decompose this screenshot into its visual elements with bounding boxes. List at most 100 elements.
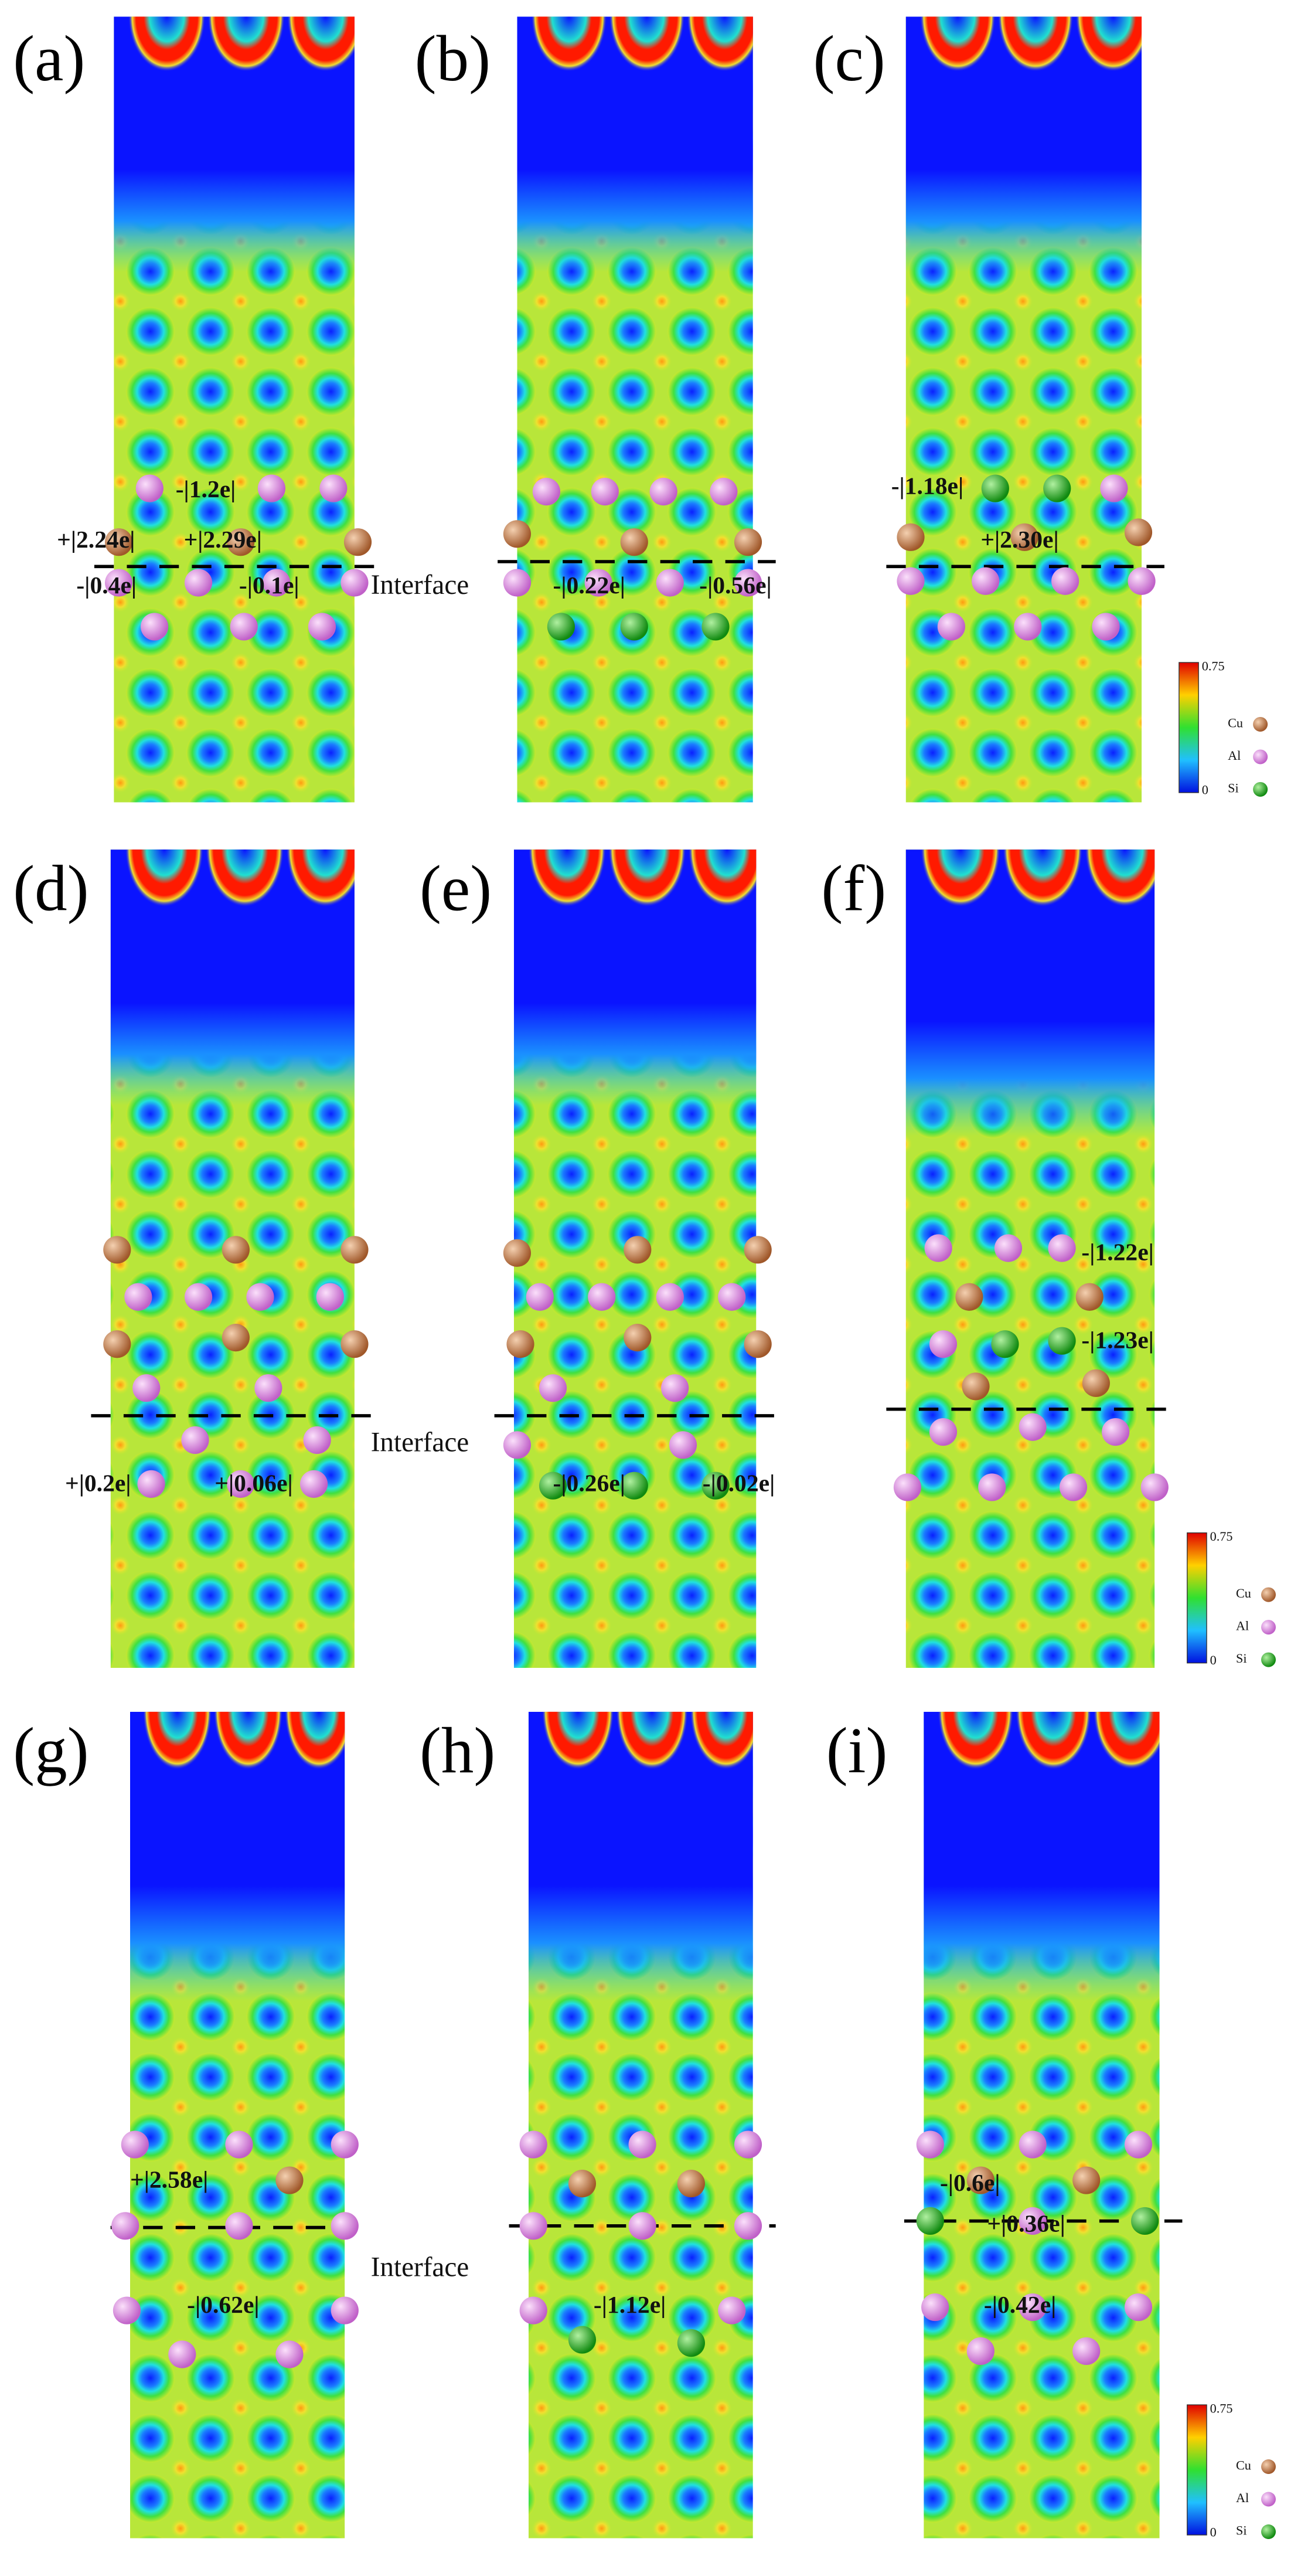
atom-al (303, 1426, 331, 1454)
charge-annotation: -|0.1e| (239, 572, 299, 599)
atom-cu (966, 2166, 995, 2194)
atom-cu (1124, 518, 1153, 546)
atom-al (734, 569, 762, 597)
atom-al (135, 474, 164, 502)
surface-density (616, 1711, 688, 1770)
atom-cu (1075, 1283, 1104, 1311)
atom-si (1131, 2207, 1159, 2235)
atom-al (649, 478, 677, 506)
atom-al (340, 569, 369, 597)
atom-al (734, 2130, 762, 2159)
panel-label: (e) (420, 852, 492, 925)
atom-al (916, 2130, 944, 2159)
surface-density (938, 1711, 1014, 1770)
atom-al (1059, 1473, 1088, 1501)
atom-al (584, 569, 612, 597)
atom-al (588, 1283, 616, 1311)
charge-annotation: -|0.4e| (76, 572, 137, 599)
charge-annotation: -|1.22e| (1081, 1239, 1153, 1266)
atom-cu (962, 1372, 990, 1401)
atom-cu (744, 1330, 772, 1358)
atom-al (225, 2130, 253, 2159)
charge-map (513, 849, 757, 1668)
atom-al (718, 1283, 746, 1311)
atom-al (316, 1283, 344, 1311)
atom-al (225, 2212, 253, 2240)
colorbar (1187, 2404, 1207, 2536)
atom-al (893, 1473, 922, 1501)
charge-annotation: -|0.62e| (187, 2292, 259, 2319)
legend-atom (1253, 781, 1268, 797)
panel: (f) -|1.22e| -|1.23e| (821, 849, 1178, 1668)
interface-label: Interface (371, 570, 469, 600)
charge-annotation: +|2.29e| (184, 526, 262, 553)
panel: (i) -|0.6e| +|0.36e| -|0.42e| (826, 1711, 1183, 2538)
surface-density (531, 16, 607, 72)
panel-label: (b) (415, 23, 491, 95)
atom-al (519, 2212, 547, 2240)
atom-cu (897, 523, 925, 551)
surface-density (125, 849, 203, 907)
atom-al (132, 1374, 161, 1402)
atom-al (1019, 1413, 1047, 1441)
charge-map (517, 16, 753, 803)
charge-annotation: -|0.02e| (703, 1470, 775, 1497)
atom-al (275, 2340, 304, 2368)
atom-al (1019, 2130, 1047, 2159)
charge-annotation: -|0.6e| (940, 2170, 1000, 2197)
atom-al (227, 1470, 255, 1498)
legend-label: Cu (1236, 1586, 1251, 1600)
atom-al (669, 1431, 697, 1459)
atom-al (628, 2212, 656, 2240)
atom-al (331, 2130, 359, 2159)
atom-al (141, 613, 169, 641)
surface-density (688, 849, 757, 907)
colorbar-max: 0.75 (1210, 1529, 1233, 1544)
surface-density (528, 849, 607, 907)
legend-label: Cu (1228, 716, 1243, 730)
legend-label: Si (1228, 781, 1239, 796)
atom-cu (503, 520, 532, 548)
charge-annotation: -|0.56e| (699, 572, 771, 599)
atom-al (539, 1374, 567, 1402)
atom-al (519, 2296, 547, 2324)
surface-density (1075, 16, 1142, 72)
atom-al (1072, 2337, 1101, 2366)
atom-al (978, 1473, 1006, 1501)
atom-al (994, 1234, 1023, 1262)
surface-density (213, 1711, 283, 1770)
atom-al (718, 2296, 746, 2324)
atom-si (1043, 474, 1071, 502)
atom-si (539, 1471, 567, 1500)
atom-al (656, 569, 684, 597)
panel-label: (g) (13, 1715, 88, 1787)
atom-al (1128, 567, 1156, 595)
atom-al (966, 2337, 995, 2366)
panel: (h) -|1.12e| (420, 1711, 776, 2538)
atom-si (981, 474, 1009, 502)
atom-si (568, 2326, 597, 2354)
surface-density (1085, 849, 1155, 907)
legend-label: Si (1236, 2523, 1247, 2538)
atom-cu (1072, 2166, 1101, 2194)
atom-al (897, 567, 925, 595)
panel: (c) -|1.18e| +|2.30e| (813, 16, 1164, 803)
atom-al (1019, 2207, 1047, 2235)
atom-cu (624, 1236, 652, 1264)
atom-cu (568, 2170, 597, 2198)
atom-cu (103, 1330, 131, 1358)
atom-al (1051, 567, 1079, 595)
atom-al (124, 1283, 152, 1311)
legend-atom (1261, 2492, 1276, 2507)
panel: (e) -|0.26e| -|0.02e| (420, 849, 779, 1668)
atom-al (924, 1234, 952, 1262)
colorbar-min: 0 (1210, 1653, 1217, 1667)
panel-label: (c) (813, 23, 886, 95)
atom-al (710, 478, 738, 506)
surface-density (919, 16, 996, 72)
atom-al (168, 2340, 196, 2368)
charge-annotation: +|2.58e| (130, 2166, 208, 2193)
atom-al (503, 569, 532, 597)
legend-atom (1261, 1652, 1276, 1667)
atom-al (331, 2212, 359, 2240)
